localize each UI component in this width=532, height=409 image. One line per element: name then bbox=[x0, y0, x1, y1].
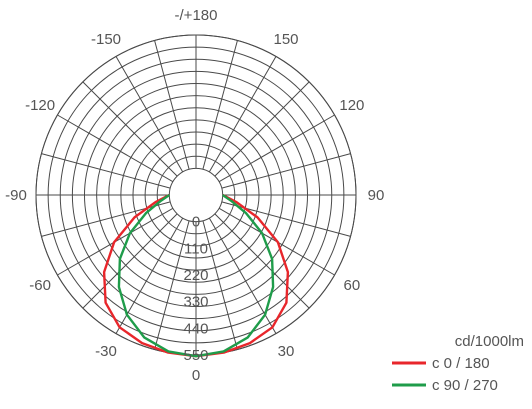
grid-spoke bbox=[202, 40, 238, 170]
grid-spoke bbox=[41, 153, 171, 189]
angle-label: 30 bbox=[278, 343, 295, 360]
grid-spoke bbox=[82, 81, 178, 177]
grid-spoke bbox=[208, 56, 277, 173]
angle-label: 60 bbox=[344, 277, 361, 294]
grid-ring bbox=[96, 95, 296, 295]
angle-label: -150 bbox=[91, 31, 121, 48]
grid-ring bbox=[120, 119, 272, 271]
radial-tick-label: 0 bbox=[192, 214, 200, 231]
legend-label: c 90 / 270 bbox=[432, 377, 498, 394]
grid-ring bbox=[144, 143, 248, 247]
grid-spoke bbox=[214, 81, 310, 177]
legend: cd/1000lm c 0 / 180 c 90 / 270 bbox=[392, 333, 524, 394]
angle-label: -30 bbox=[95, 343, 117, 360]
grid-ring bbox=[47, 46, 345, 344]
grid-ring bbox=[83, 82, 309, 308]
grid-ring bbox=[156, 155, 236, 235]
angle-label: -90 bbox=[5, 187, 27, 204]
grid-ring bbox=[168, 167, 224, 223]
series-layer bbox=[102, 193, 290, 358]
grid-spoke bbox=[202, 220, 238, 350]
angle-label: 90 bbox=[368, 187, 385, 204]
radial-tick-label: 220 bbox=[183, 267, 208, 284]
angle-label: -/+180 bbox=[175, 7, 218, 24]
grid-ring bbox=[59, 58, 333, 332]
radial-tick-label: 330 bbox=[183, 294, 208, 311]
grid-spoke bbox=[221, 153, 351, 189]
radial-tick-label: 550 bbox=[183, 347, 208, 364]
angle-label: 150 bbox=[273, 31, 298, 48]
label-layer: -/+180 150 120 90 60 30 0 -30 -60 -90 -120 -150 0 110… bbox=[5, 7, 384, 384]
unit-label: cd/1000lm bbox=[455, 333, 524, 350]
grid-spoke bbox=[154, 220, 190, 350]
grid-spoke bbox=[214, 213, 310, 309]
radial-tick-label: 110 bbox=[184, 240, 208, 257]
angle-label: -60 bbox=[29, 277, 51, 294]
grid-spoke bbox=[218, 114, 335, 183]
legend-label: c 0 / 180 bbox=[432, 355, 490, 372]
grid-spoke bbox=[115, 56, 184, 173]
grid-spoke bbox=[57, 114, 174, 183]
grid-spoke bbox=[154, 40, 190, 170]
grid-ring bbox=[132, 131, 260, 259]
angle-label: -120 bbox=[25, 97, 55, 114]
angle-label: 0 bbox=[192, 367, 200, 384]
grid-ring bbox=[71, 70, 321, 320]
angle-label: 120 bbox=[339, 97, 364, 114]
radial-tick-label: 440 bbox=[183, 320, 208, 337]
grid-spoke bbox=[82, 213, 178, 309]
grid-ring bbox=[108, 107, 284, 283]
series-line-c-90-270 bbox=[117, 194, 275, 358]
